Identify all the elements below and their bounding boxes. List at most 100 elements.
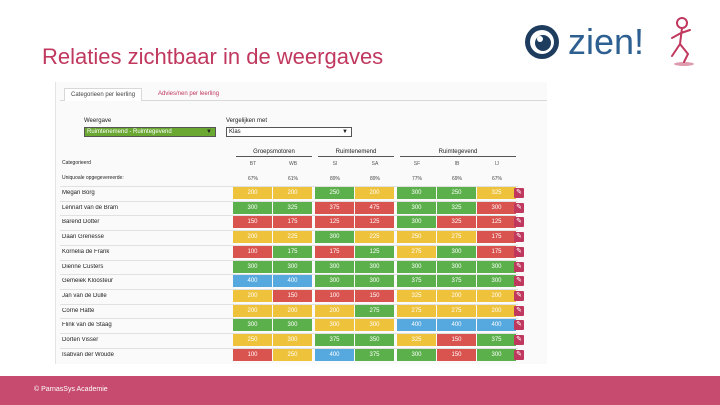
score-cell: 375 [315,201,354,214]
score-cell: 475 [355,201,394,214]
score-cell: 300 [233,319,272,332]
column-header: SI [332,161,338,167]
edit-icon[interactable]: ✎ [514,335,524,345]
score-cell: 400 [315,348,354,361]
edit-icon[interactable]: ✎ [514,276,524,287]
score-cell: 325 [477,187,516,199]
edit-icon[interactable]: ✎ [514,246,524,257]
score-cell: 325 [273,201,312,214]
score-cell: 275 [437,231,476,244]
student-name: Barend Dotter [62,219,100,226]
score-cell: 175 [273,245,312,258]
row-divider [60,274,518,276]
score-cell: 375 [397,275,436,288]
student-name: Isabvan der Woude [62,351,114,358]
edit-icon[interactable]: ✎ [514,261,524,272]
score-cell: 350 [355,334,394,346]
row-divider [60,244,518,246]
score-cell: 300 [315,231,354,244]
column-percentage: 67% [247,176,258,182]
score-cell: 375 [477,334,516,346]
student-name: Lennart van de Bram [62,204,119,211]
weergave-select[interactable]: Ruimtenemend - Ruimtegevend ▼ [84,127,216,137]
group-ruimtenemend: Ruimtenemend [335,149,377,155]
weergave-label: Weergave [84,118,112,124]
score-cell: 200 [233,304,272,317]
column-percentage: 69% [451,176,462,182]
score-cell: 175 [477,245,516,258]
weergave-value: Ruimtenemend - Ruimtegevend [87,129,172,135]
vergelijken-value: Klas [229,129,241,135]
edit-icon[interactable]: ✎ [514,349,524,360]
column-header: IJ [495,161,499,167]
row-divider [60,303,518,305]
tab-adviezen[interactable]: Advies/nen per leerling [158,91,220,97]
score-cell: 200 [355,187,394,199]
score-cell: 300 [437,245,476,258]
vergelijken-select[interactable]: Klas ▼ [226,127,352,137]
row-divider [60,288,518,290]
row-divider [60,230,518,232]
score-cell: 225 [355,231,394,244]
student-name: Flink van de Staag [62,322,112,329]
score-cell: 300 [355,260,394,273]
score-cell: 150 [437,348,476,361]
score-cell: 250 [273,348,312,361]
column-percentage: 77% [411,176,422,182]
score-cell: 300 [477,260,516,273]
edit-icon[interactable]: ✎ [514,232,524,243]
logo-text: zien! [568,21,645,62]
score-cell: 175 [273,216,312,229]
footer-text: © ParnasSys Academie [34,386,108,393]
column-header: BT [249,161,257,167]
score-cell: 150 [355,289,394,302]
group-groepsmotoren: Groepsmotoren [253,149,295,155]
score-cell: 325 [397,289,436,302]
score-cell: 200 [273,304,312,317]
score-cell: 175 [477,231,516,244]
score-cell: 400 [437,319,476,332]
edit-icon[interactable]: ✎ [514,202,524,213]
score-cell: 375 [437,275,476,288]
chevron-down-icon: ▼ [206,129,212,135]
column-header: SA [371,161,379,167]
edit-icon[interactable]: ✎ [514,320,524,331]
tab-bar: Categorieen per leerling Advies/nen per … [60,86,547,101]
score-cell: 300 [273,260,312,273]
student-name: Megan Borg [62,190,95,196]
score-cell: 100 [233,245,272,258]
edit-icon[interactable]: ✎ [514,217,524,228]
score-cell: 125 [355,216,394,229]
score-cell: 150 [437,334,476,346]
zien-logo: zien! [522,16,702,70]
score-cell: 325 [397,334,436,346]
student-name: Dorten Visser [62,337,99,343]
score-cell: 250 [233,334,272,346]
chevron-down-icon: ▼ [342,129,348,135]
student-name: Daan Grenesse [62,234,105,241]
score-cell: 125 [315,216,354,229]
row-divider [60,347,518,349]
score-cell: 375 [355,348,394,361]
score-cell: 150 [273,289,312,302]
score-cell: 200 [477,304,516,317]
category-header: Categorieerd [62,160,91,166]
vergelijken-label: Vergelijken met [226,118,268,124]
score-cell: 400 [233,275,272,288]
score-cell: 250 [315,187,354,199]
edit-icon[interactable]: ✎ [514,290,524,301]
score-cell: 200 [233,187,272,199]
score-cell: 100 [315,289,354,302]
tab-categorieen[interactable]: Categorieen per leerling [64,88,143,101]
edit-icon[interactable]: ✎ [514,188,524,198]
score-cell: 375 [315,334,354,346]
row-divider [60,200,518,202]
score-cell: 275 [355,304,394,317]
score-cell: 200 [233,289,272,302]
edit-icon[interactable]: ✎ [514,305,524,316]
score-cell: 300 [273,334,312,346]
column-header: WB [288,161,298,167]
row-divider [60,186,518,187]
score-cell: 300 [397,187,436,199]
column-percentage: 61% [287,176,298,182]
